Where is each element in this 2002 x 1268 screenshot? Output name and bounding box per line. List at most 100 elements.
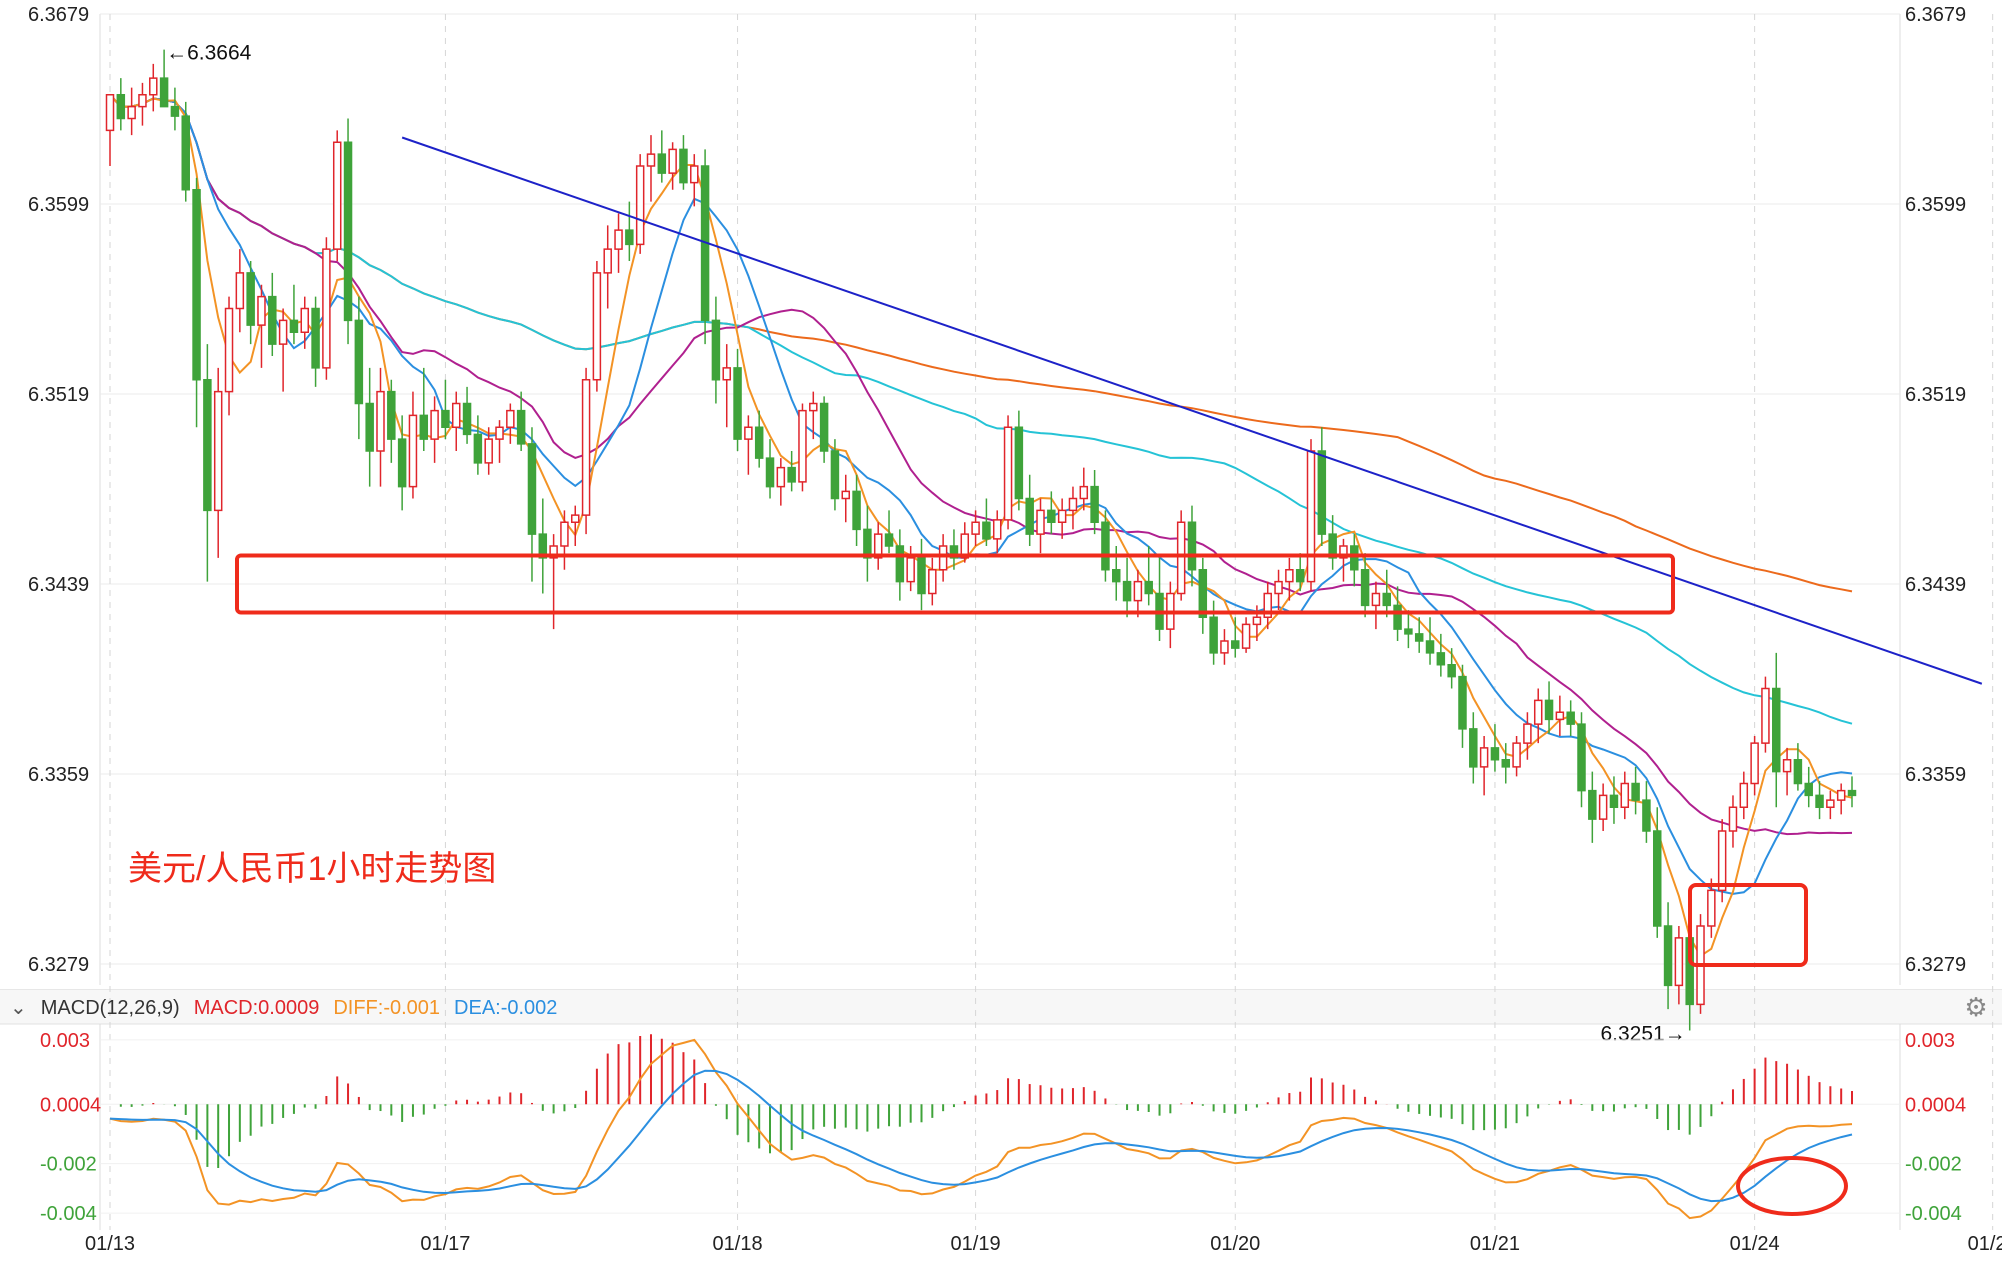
candle-body xyxy=(1425,640,1435,654)
x-tick-label: 01/24 xyxy=(1730,1233,1780,1255)
candle-body xyxy=(754,426,764,459)
candle-body xyxy=(1068,497,1078,512)
candle-body xyxy=(917,557,926,595)
candle-body xyxy=(1447,664,1456,678)
candle-body xyxy=(809,402,818,412)
candle-body xyxy=(1295,569,1305,583)
candle-body xyxy=(1815,794,1824,808)
diff-value: DIFF:-0.001 xyxy=(333,997,441,1019)
candle-body xyxy=(1826,799,1835,808)
candle-body xyxy=(1404,628,1413,635)
candle-body xyxy=(1512,742,1521,768)
gear-icon[interactable]: ⚙ xyxy=(1964,993,1988,1023)
candle-body xyxy=(1577,723,1586,792)
candle-body xyxy=(1144,580,1153,595)
candle-body xyxy=(1566,711,1575,725)
candle-body xyxy=(451,402,461,428)
candle-body xyxy=(235,272,245,310)
candle-body xyxy=(343,141,353,322)
candle-body xyxy=(1317,450,1327,535)
macd-collapse-icon[interactable]: ⌄ xyxy=(10,997,27,1019)
candle-body xyxy=(722,367,731,381)
candle-body xyxy=(873,533,883,559)
x-tick-label: 01/19 xyxy=(951,1233,1001,1255)
candle-body xyxy=(592,272,602,381)
candle-body xyxy=(787,466,796,483)
candle-body xyxy=(1339,545,1348,559)
candle-body xyxy=(928,569,937,595)
candle-body xyxy=(1360,569,1370,607)
candle-body xyxy=(895,545,905,583)
candle-body xyxy=(1707,889,1716,927)
candle-body xyxy=(1047,509,1056,523)
candle-body xyxy=(938,545,948,571)
candle-body xyxy=(1241,623,1251,649)
candle-body xyxy=(571,514,580,523)
candle-body xyxy=(462,402,472,436)
y-tick-label-right: 6.3599 xyxy=(1905,194,1966,216)
candle-body xyxy=(1544,699,1554,721)
macd-value: MACD:0.0009 xyxy=(193,997,320,1019)
dea-value: DEA:-0.002 xyxy=(454,997,558,1019)
candle-body xyxy=(1220,640,1229,654)
candle-body xyxy=(408,414,418,488)
macd-y-tick-right: -0.002 xyxy=(1905,1154,1962,1176)
y-tick-label-left: 6.3519 xyxy=(28,384,89,406)
candle-body xyxy=(365,402,374,452)
candle-body xyxy=(354,319,364,405)
low-annotation: 6.3251→ xyxy=(1600,1023,1685,1046)
candle-body xyxy=(1382,592,1391,607)
candle-body xyxy=(1025,497,1034,535)
y-tick-label-left: 6.3679 xyxy=(28,4,89,26)
x-tick-label: 01/17 xyxy=(420,1233,470,1255)
candle-body xyxy=(105,94,115,132)
candle-body xyxy=(603,248,612,274)
candle-body xyxy=(1371,592,1381,607)
candle-body xyxy=(300,307,310,333)
candle-body xyxy=(484,438,493,464)
candle-body xyxy=(646,153,656,167)
candle-body xyxy=(1772,687,1781,773)
macd-indicator-label[interactable]: MACD(12,26,9) xyxy=(40,997,180,1019)
candle-body xyxy=(1555,711,1565,721)
candle-body xyxy=(441,409,450,428)
candle-body xyxy=(516,409,526,445)
candle-body xyxy=(614,229,623,250)
candle-body xyxy=(1598,794,1608,820)
candle-body xyxy=(560,521,569,547)
candle-body xyxy=(1588,789,1597,820)
candle-body xyxy=(819,402,829,452)
candle-body xyxy=(1133,580,1143,602)
y-tick-label-left: 6.3359 xyxy=(28,764,89,786)
candle-body xyxy=(1263,592,1272,618)
candle-body xyxy=(581,379,591,516)
macd-y-tick-right: -0.004 xyxy=(1905,1203,1962,1225)
y-tick-label-left: 6.3599 xyxy=(28,194,89,216)
candle-body xyxy=(127,105,136,120)
candle-body xyxy=(1122,580,1132,602)
candle-body xyxy=(1090,485,1099,523)
macd-y-tick-left: -0.004 xyxy=(40,1203,97,1225)
candle-body xyxy=(906,557,915,583)
candle-body xyxy=(1306,450,1316,583)
candle-body xyxy=(1847,789,1857,797)
candle-body xyxy=(246,272,255,326)
candle-body xyxy=(863,528,872,559)
candle-body xyxy=(224,307,234,393)
candle-body xyxy=(1490,747,1500,761)
candle-body xyxy=(830,450,840,500)
candle-body xyxy=(765,457,775,488)
candle-body xyxy=(311,307,320,369)
candle-body xyxy=(971,521,980,535)
candle-body xyxy=(1631,782,1640,801)
x-tick-label: 01/18 xyxy=(713,1233,763,1255)
y-tick-label-right: 6.3519 xyxy=(1905,384,1966,406)
diff-line xyxy=(109,1038,1853,1220)
candle-body xyxy=(679,148,688,184)
candle-body xyxy=(1252,616,1262,626)
x-tick-label: 01/25 xyxy=(1968,1233,2002,1255)
candle-body xyxy=(1014,426,1024,500)
candle-body xyxy=(1036,509,1045,535)
